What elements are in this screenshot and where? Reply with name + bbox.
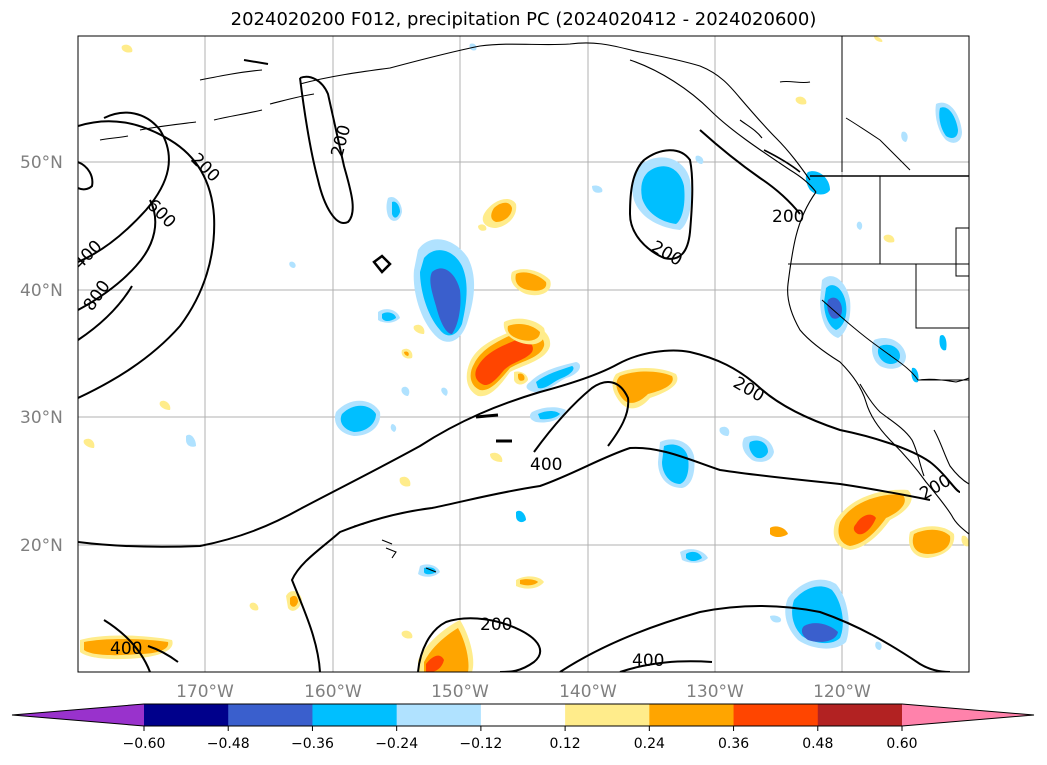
contour-label: 200 <box>772 207 804 227</box>
lon-label: 140°W <box>559 682 617 702</box>
map-frame <box>77 35 970 673</box>
colorbar-segment <box>649 704 735 726</box>
colorbar-segment <box>733 704 819 726</box>
lon-label: 160°W <box>304 682 362 702</box>
lat-label: 50°N <box>20 153 63 173</box>
borders <box>788 36 969 381</box>
colorbar-segment <box>396 704 482 726</box>
colorbar-segment <box>817 704 903 726</box>
colorbar-extend-max <box>902 704 1034 726</box>
colorbar-tick-label: 0.60 <box>886 736 917 752</box>
lat-label: 40°N <box>20 281 63 301</box>
colorbar-tick-label: 0.48 <box>802 736 833 752</box>
colorbar-tick-label: −0.48 <box>207 736 250 752</box>
colorbar-tick-label: 0.24 <box>634 736 665 752</box>
longitude-labels: 170°W 160°W 150°W 140°W 130°W 120°W <box>176 682 871 702</box>
colorbar-tick-label: −0.60 <box>123 736 166 752</box>
map-title: 2024020200 F012, precipitation PC (20240… <box>230 9 817 30</box>
coastlines <box>99 42 969 573</box>
colorbar-tick-label: −0.24 <box>375 736 418 752</box>
contour-label: 400 <box>632 651 664 671</box>
colorbar-segment <box>144 704 229 726</box>
colorbar-segment <box>228 704 313 726</box>
lon-label: 120°W <box>813 682 871 702</box>
lat-label: 30°N <box>20 408 63 428</box>
colorbar-extend-min <box>12 704 144 726</box>
colorbar-tick-label: 0.12 <box>550 736 581 752</box>
precip-fill <box>80 36 969 672</box>
contour-label: 200 <box>480 615 512 635</box>
colorbar-segment <box>565 704 650 726</box>
colorbar-segment <box>312 704 398 726</box>
contour-lines <box>78 75 961 672</box>
lon-label: 130°W <box>686 682 744 702</box>
colorbar: −0.60 −0.48 −0.36 −0.24 −0.12 0.12 0.24 0.36 0.4… <box>11 703 1035 752</box>
colorbar-tick-label: 0.36 <box>718 736 749 752</box>
colorbar-tick-label: −0.36 <box>291 736 334 752</box>
latitude-labels: 50°N 40°N 30°N 20°N <box>20 153 63 556</box>
contour-label: 400 <box>110 639 142 659</box>
contour-label: 400 <box>530 455 562 475</box>
colorbar-segment <box>480 704 566 726</box>
colorbar-tick-label: −0.12 <box>459 736 502 752</box>
lon-label: 170°W <box>176 682 234 702</box>
lon-label: 150°W <box>431 682 489 702</box>
lat-label: 20°N <box>20 536 63 556</box>
